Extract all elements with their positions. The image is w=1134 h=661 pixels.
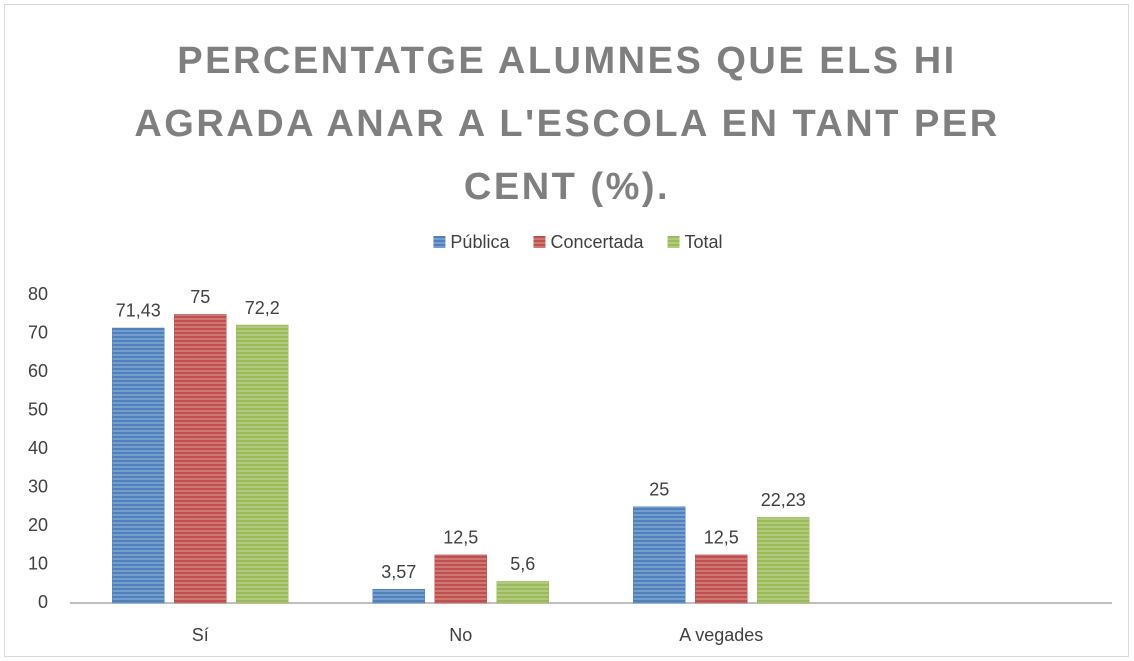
data-label: 12,5 [704,528,739,548]
x-tick-label: Sí [192,625,209,645]
y-tick-label: 80 [28,284,48,304]
y-tick-label: 0 [38,592,48,612]
y-tick-label: 50 [28,399,48,419]
legend-swatch [533,236,546,248]
bar [695,554,748,604]
bar [757,517,810,604]
bar [174,314,227,604]
data-label: 75 [190,287,210,307]
legend-item: Concertada [533,232,645,252]
legend-label: Pública [450,232,510,252]
data-label: 5,6 [510,554,535,574]
data-label: 12,5 [443,528,478,548]
data-label: 72,2 [245,298,280,318]
y-tick-label: 20 [28,515,48,535]
data-label: 71,43 [116,301,161,321]
bar [633,506,686,604]
y-tick-label: 40 [28,438,48,458]
x-tick-label: A vegades [679,625,763,645]
legend-item: Total [667,232,723,252]
y-tick-label: 70 [28,322,48,342]
legend-label: Concertada [550,232,644,252]
bar [496,581,549,604]
data-label: 25 [649,480,669,500]
bar [372,589,425,604]
y-tick-label: 60 [28,361,48,381]
bar [434,554,487,604]
legend-swatch [433,236,446,248]
data-label: 22,23 [761,490,806,510]
y-tick-label: 30 [28,476,48,496]
data-label: 3,57 [381,562,416,582]
legend-swatch [667,236,680,248]
legend-label: Total [685,232,723,252]
legend-item: Pública [433,232,510,252]
x-tick-label: No [449,625,472,645]
bar [112,327,165,604]
y-tick-label: 10 [28,553,48,573]
bar [236,324,289,604]
chart-title: PERCENTATGE ALUMNES QUE ELS HI AGRADA AN… [134,40,1000,208]
